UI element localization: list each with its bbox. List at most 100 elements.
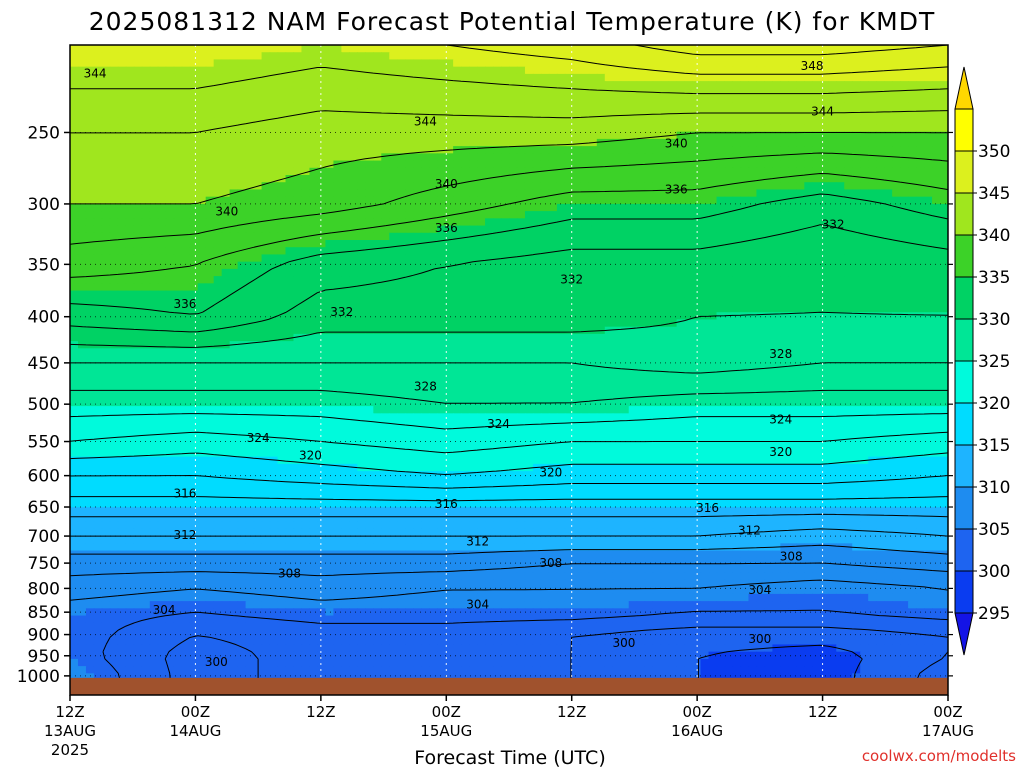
theta-cell — [700, 218, 710, 227]
theta-cell — [772, 225, 781, 234]
theta-cell — [469, 175, 478, 183]
theta-cell — [277, 182, 287, 191]
theta-cell — [405, 95, 414, 104]
theta-cell — [85, 66, 95, 75]
theta-cell — [548, 319, 558, 328]
theta-cell — [437, 117, 446, 126]
theta-cell — [189, 95, 199, 104]
theta-cell — [269, 95, 279, 104]
theta-cell — [564, 73, 574, 82]
theta-cell — [524, 319, 534, 328]
theta-cell — [437, 196, 446, 205]
theta-cell — [157, 45, 167, 53]
theta-cell — [437, 305, 446, 313]
theta-cell — [564, 88, 574, 97]
theta-cell — [908, 290, 917, 299]
theta-cell — [461, 81, 470, 89]
theta-cell — [844, 276, 853, 284]
theta-cell — [485, 189, 494, 198]
theta-cell — [548, 73, 558, 82]
theta-cell — [277, 102, 287, 111]
theta-cell — [548, 131, 558, 140]
theta-cell — [908, 341, 917, 349]
theta-cell — [740, 102, 750, 111]
theta-cell — [708, 167, 718, 176]
theta-cell — [716, 131, 726, 140]
theta-cell — [117, 175, 127, 183]
theta-cell — [716, 66, 726, 75]
theta-cell — [804, 95, 813, 104]
theta-cell — [844, 146, 853, 154]
theta-cell — [676, 305, 686, 313]
theta-cell — [293, 326, 303, 335]
theta-cell — [445, 138, 454, 147]
theta-cell — [636, 73, 646, 82]
theta-cell — [828, 167, 837, 176]
theta-cell — [612, 283, 622, 292]
theta-cell — [189, 153, 199, 162]
theta-cell — [365, 232, 374, 241]
theta-cell — [277, 52, 287, 61]
theta-cell — [205, 160, 215, 169]
theta-cell — [277, 73, 287, 82]
theta-cell — [125, 290, 135, 299]
theta-cell — [932, 45, 941, 53]
theta-cell — [445, 124, 454, 133]
theta-cell — [804, 189, 813, 198]
theta-cell — [437, 326, 446, 335]
theta-cell — [852, 232, 861, 241]
theta-cell — [221, 362, 231, 371]
theta-cell — [732, 283, 742, 292]
theta-cell — [173, 261, 183, 270]
theta-cell — [333, 196, 342, 205]
theta-cell — [253, 102, 263, 111]
theta-cell — [357, 73, 366, 82]
theta-cell — [141, 81, 151, 89]
theta-cell — [149, 88, 159, 97]
theta-cell — [317, 203, 327, 212]
theta-cell — [676, 326, 686, 335]
theta-cell — [756, 261, 766, 270]
theta-cell — [301, 319, 311, 328]
theta-cell — [509, 73, 518, 82]
theta-cell — [309, 254, 319, 263]
theta-cell — [357, 196, 366, 205]
theta-cell — [93, 247, 103, 256]
theta-cell — [612, 355, 622, 364]
theta-cell — [516, 225, 526, 234]
theta-cell — [205, 211, 215, 219]
theta-cell — [205, 95, 215, 104]
theta-cell — [756, 124, 766, 133]
theta-cell — [884, 305, 893, 313]
theta-cell — [844, 182, 853, 191]
theta-cell — [820, 146, 829, 154]
theta-cell — [564, 66, 574, 75]
theta-cell — [868, 268, 877, 277]
theta-cell — [892, 138, 901, 147]
theta-cell — [85, 225, 95, 234]
theta-cell — [900, 52, 909, 61]
theta-cell — [445, 102, 454, 111]
theta-cell — [516, 254, 526, 263]
theta-cell — [213, 45, 223, 53]
theta-cell — [333, 167, 342, 176]
theta-cell — [652, 102, 662, 111]
theta-cell — [812, 59, 821, 68]
theta-cell — [596, 218, 606, 227]
theta-cell — [828, 146, 837, 154]
theta-cell — [684, 341, 694, 349]
theta-cell — [509, 297, 518, 306]
theta-cell — [932, 153, 941, 162]
theta-cell — [860, 326, 869, 335]
theta-cell — [221, 45, 231, 53]
theta-cell — [828, 305, 837, 313]
theta-cell — [317, 196, 327, 205]
theta-cell — [820, 160, 829, 169]
theta-cell — [796, 95, 805, 104]
theta-cell — [668, 196, 678, 205]
theta-cell — [301, 110, 311, 118]
theta-cell — [429, 73, 438, 82]
theta-cell — [844, 196, 853, 205]
theta-cell — [540, 160, 550, 169]
theta-cell — [924, 88, 933, 97]
